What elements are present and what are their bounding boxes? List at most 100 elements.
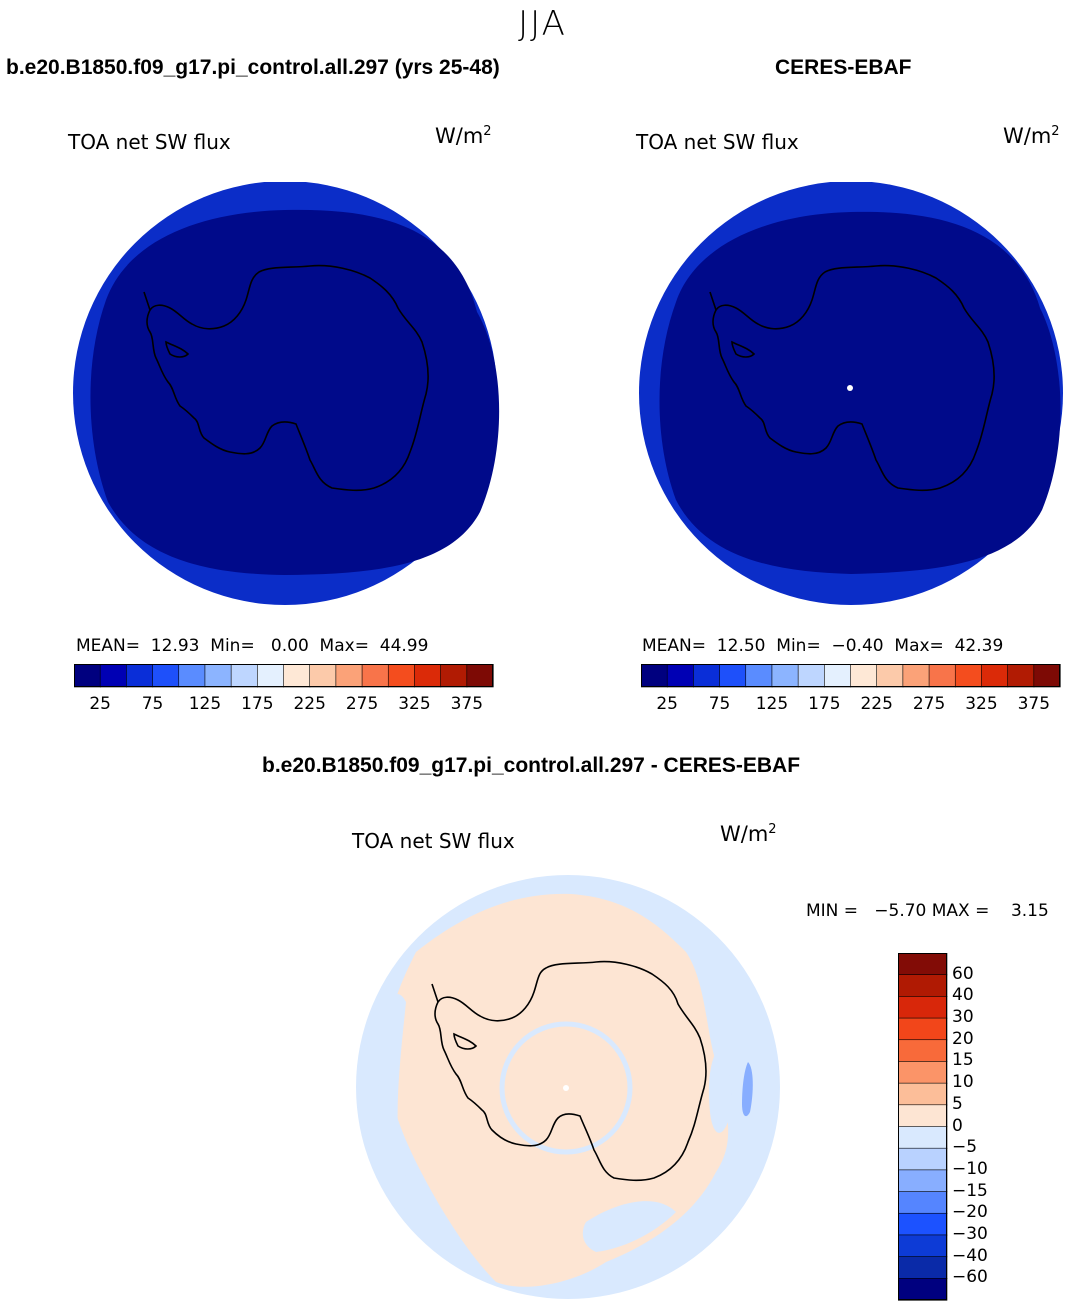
model-coastline-group: [143, 264, 429, 492]
diff-colorbar-swatch: [898, 1169, 948, 1193]
obs-colorbar-segments: [641, 664, 1061, 688]
diff-positive-region: [384, 893, 729, 1287]
obs-units-label: W/m2: [1003, 124, 1060, 148]
model-colorbar-swatch: [126, 664, 154, 688]
model-colorbar-tick: 175: [241, 694, 274, 714]
diff-colorbar-swatch: [898, 1126, 948, 1149]
diff-antarctica-coastline: [434, 960, 707, 1182]
diff-colorbar-swatch: [898, 974, 948, 997]
model-map: [73, 182, 500, 605]
diff-colorbar-tick: 40: [952, 985, 974, 1006]
model-colorbar-tick: 325: [398, 694, 431, 714]
diff-colorbar-tick: 60: [952, 963, 974, 984]
diff-colorbar: [898, 953, 948, 1301]
diff-colorbar-tick: −20: [952, 1202, 988, 1223]
obs-colorbar-swatch: [928, 664, 956, 688]
obs-colorbar-tick: 25: [656, 694, 678, 714]
obs-interior-field: [659, 211, 1061, 574]
model-colorbar-swatch: [178, 664, 206, 688]
diff-negative-patch-south: [582, 1201, 676, 1252]
model-colorbar-swatch: [309, 664, 337, 688]
diff-colorbar-tick: 20: [952, 1028, 974, 1049]
obs-coastline-group: [709, 264, 995, 492]
diff-negative-patch-west: [377, 993, 410, 1212]
diff-negative-patch-east: [708, 1052, 732, 1133]
model-colorbar-swatch: [283, 664, 311, 688]
model-colorbar-swatch: [152, 664, 180, 688]
model-units-label: W/m2: [435, 124, 492, 148]
model-variable-label: TOA net SW flux: [68, 130, 231, 154]
obs-colorbar-swatch: [824, 664, 852, 688]
model-colorbar-swatch: [230, 664, 258, 688]
season-title: JJA: [518, 4, 567, 44]
obs-variable-label: TOA net SW flux: [636, 130, 799, 154]
model-antarctica-coastline: [146, 264, 429, 492]
diff-colorbar-swatch: [898, 1278, 948, 1301]
model-colorbar-segments: [74, 664, 494, 688]
diff-colorbar-tick-labels: 60 40 30 20 15 10 5 0 −5 −10 −15 −20 −30 −40 −60: [952, 953, 1032, 1301]
obs-panel-title: CERES-EBAF: [775, 56, 912, 79]
diff-colorbar-swatch: [898, 1147, 948, 1171]
diff-blue-spot: [742, 1062, 753, 1117]
diff-colorbar-swatch: [898, 1191, 948, 1214]
diff-coastline-group: [431, 960, 707, 1182]
diff-colorbar-tick: 0: [952, 1115, 963, 1136]
diff-pole-marker: [563, 1085, 569, 1091]
obs-colorbar-swatch: [850, 664, 878, 688]
diff-colorbar-swatch: [898, 1256, 948, 1279]
model-panel-title: b.e20.B1850.f09_g17.pi_control.all.297 (…: [6, 56, 500, 79]
obs-colorbar-tick: 375: [1017, 694, 1051, 714]
obs-colorbar-swatch: [1033, 664, 1061, 688]
diff-pole-ring: [499, 1021, 633, 1155]
obs-map: [639, 182, 1063, 605]
obs-colorbar-tick: 275: [912, 694, 946, 714]
diff-colorbar-tick: 30: [952, 1007, 974, 1028]
obs-colorbar-swatch: [797, 664, 825, 688]
diff-colorbar-swatch: [898, 996, 948, 1019]
model-colorbar-tick: 125: [188, 694, 222, 714]
diff-colorbar-swatch: [898, 1082, 948, 1106]
diff-variable-label: TOA net SW flux: [352, 829, 515, 853]
diff-colorbar-tick: 10: [952, 1072, 974, 1093]
model-colorbar: [74, 664, 494, 688]
obs-stats: MEAN= 12.50 Min= −0.40 Max= 42.39: [642, 636, 1004, 656]
diff-colorbar-tick: −15: [952, 1180, 988, 1201]
diff-panel-title: b.e20.B1850.f09_g17.pi_control.all.297 -…: [262, 754, 801, 777]
obs-colorbar-tick: 225: [860, 694, 893, 714]
diff-colorbar-tick: −40: [952, 1245, 988, 1266]
diff-colorbar-swatch: [898, 1017, 948, 1041]
model-colorbar-swatch: [387, 664, 416, 688]
obs-colorbar: [641, 664, 1061, 688]
obs-colorbar-swatch: [641, 664, 668, 688]
obs-colorbar-frame: [641, 664, 1060, 687]
model-colorbar-tick: 275: [345, 694, 379, 714]
model-colorbar-tick: 75: [141, 694, 164, 714]
model-colorbar-swatch: [466, 664, 494, 688]
model-colorbar-tick-labels: 25 75 125 175 225 275 325 375: [74, 694, 494, 718]
obs-antarctica-coastline: [712, 264, 995, 492]
obs-colorbar-tick: 75: [708, 694, 731, 714]
diff-colorbar-tick: −60: [952, 1267, 988, 1288]
model-colorbar-tick: 25: [89, 694, 111, 714]
model-colorbar-swatch: [99, 664, 127, 688]
diff-colorbar-tick: 15: [952, 1050, 974, 1071]
diff-colorbar-swatch: [898, 953, 948, 976]
model-interior-field: [90, 209, 500, 575]
diff-map: [356, 875, 780, 1299]
diff-colorbar-tick: −10: [952, 1158, 988, 1179]
obs-colorbar-swatch: [719, 664, 747, 688]
model-colorbar-swatch: [204, 664, 232, 688]
obs-colorbar-swatch: [666, 664, 694, 688]
model-stats: MEAN= 12.93 Min= 0.00 Max= 44.99: [76, 636, 429, 656]
obs-colorbar-swatch: [876, 664, 904, 688]
diff-colorbar-swatch: [898, 1212, 948, 1236]
diff-units-label: W/m2: [720, 822, 777, 846]
obs-colorbar-tick: 125: [755, 694, 789, 714]
diff-colorbar-tick: 5: [952, 1093, 963, 1114]
diff-colorbar-swatch: [898, 1234, 948, 1258]
diff-colorbar-frame: [898, 953, 947, 1300]
diff-peninsula-coastline: [431, 983, 478, 1050]
model-colorbar-swatch: [414, 664, 442, 688]
diff-colorbar-segments: [898, 953, 948, 1301]
diff-stats: MIN = −5.70 MAX = 3.15: [806, 901, 1049, 921]
